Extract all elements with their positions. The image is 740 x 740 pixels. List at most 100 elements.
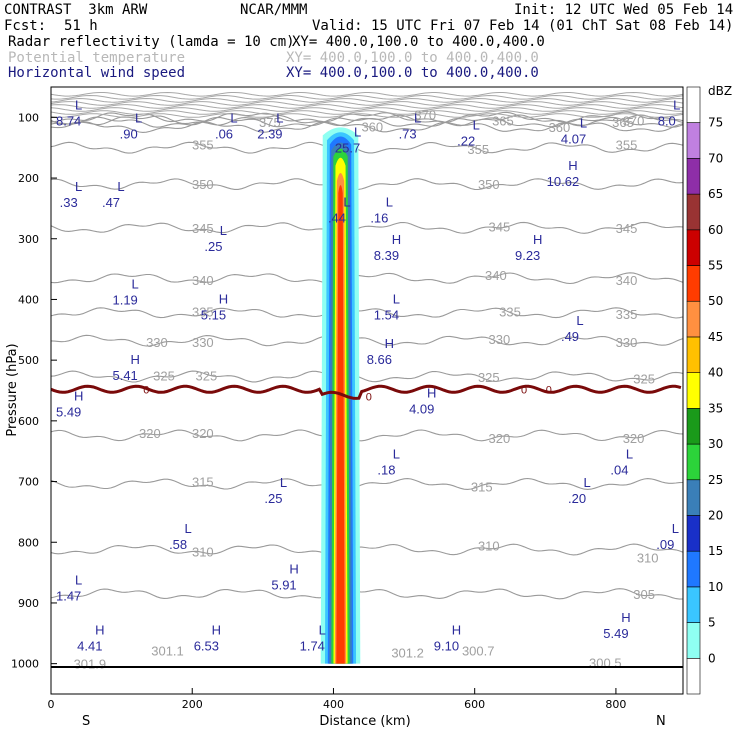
wind-extremum-type: H — [385, 336, 394, 351]
theta-label: 310 — [478, 538, 500, 553]
wind-extremum-value: .22 — [457, 133, 475, 148]
theta-line-upper — [51, 97, 683, 103]
wind-extremum-type: H — [130, 352, 139, 367]
colorbar-bin — [686, 158, 701, 195]
colorbar-bin — [686, 336, 701, 373]
field-reflectivity-xy: XY= 400.0,100.0 to 400.0,400.0 — [292, 34, 545, 50]
colorbar-label: 70 — [708, 151, 723, 165]
wind-extremum-type: L — [576, 313, 583, 328]
colorbar-label: 75 — [708, 116, 723, 130]
theta-line-340 — [51, 272, 683, 285]
theta-label: 340 — [616, 273, 638, 288]
colorbar-label: 65 — [708, 187, 723, 201]
theta-line-345 — [51, 221, 683, 234]
fcst-label: Fcst: — [4, 18, 47, 34]
wind-extremum-value: 1.74 — [300, 638, 325, 653]
wind-extremum-value: 1.47 — [56, 589, 81, 604]
theta-label: 315 — [471, 479, 493, 494]
y-tick-label: 100 — [18, 111, 39, 124]
colorbar-bin — [686, 479, 701, 516]
wind-extremum-type: H — [392, 232, 401, 247]
colorbar-bin — [686, 265, 701, 302]
y-tick-label: 800 — [18, 536, 39, 549]
colorbar-bin — [686, 515, 701, 552]
colorbar-label: 25 — [708, 473, 723, 487]
wind-extremum-type: L — [473, 117, 480, 132]
theta-label: 345 — [192, 221, 214, 236]
x-tick-label: 800 — [605, 698, 626, 711]
wind-extremum-value: 2.39 — [257, 127, 282, 142]
theta-line-360 — [51, 121, 683, 133]
colorbar-bin — [686, 657, 701, 695]
init-time: Init: 12 UTC Wed 05 Feb 14 — [514, 2, 734, 18]
wind-extremum-value: .73 — [399, 127, 417, 142]
theta-line-325 — [51, 370, 683, 383]
wind-extremum-value: .16 — [370, 210, 388, 225]
wind-extremum-type: H — [533, 232, 542, 247]
theta-line-upper — [51, 113, 683, 118]
colorbar-label: 35 — [708, 401, 723, 415]
wind-extremum-type: L — [393, 292, 400, 307]
theta-line-upper — [51, 91, 683, 97]
colorbar-unit: dBZ — [708, 84, 732, 98]
wind-extremum-type: H — [621, 610, 630, 625]
theta-label: 335 — [192, 305, 214, 320]
theta-label: 320 — [192, 426, 214, 441]
theta-line-365 — [51, 116, 683, 128]
theta-line-upper — [51, 94, 683, 100]
wind-extremum-value: 1.19 — [112, 292, 137, 307]
theta-label: 335 — [499, 305, 521, 320]
valid-time: Valid: 15 UTC Fri 07 Feb 14 (01 ChT Sat … — [312, 18, 734, 34]
axes: 100 200 300 400 500 600 700 800 900 1000 0 200 400 60… — [11, 111, 626, 711]
colorbar-bin — [686, 586, 701, 623]
colorbar-bin — [686, 229, 701, 266]
reflectivity-55dbz — [336, 185, 345, 664]
wind-extremum-value: 4.09 — [409, 402, 434, 417]
colorbar-label: 55 — [708, 259, 723, 273]
theta-label: 330 — [616, 335, 638, 350]
theta-label: 340 — [485, 268, 507, 283]
theta-label: 325 — [196, 368, 218, 383]
wind-extremum-value: .49 — [561, 329, 579, 344]
wind-extremum-value: 8.0 — [658, 113, 676, 128]
theta-label: 315 — [192, 475, 214, 490]
colorbar-bin — [686, 550, 701, 588]
reflectivity-column — [320, 127, 361, 664]
y-tick-label: 500 — [18, 354, 39, 367]
model-title: CONTRAST 3km ARW — [4, 2, 148, 18]
field-wind-xy: XY= 400.0,100.0 to 400.0,400.0 — [286, 65, 539, 81]
field-reflectivity-name: Radar reflectivity (lamda = 10 cm) — [8, 34, 295, 50]
wind-extremum-value: .58 — [169, 537, 187, 552]
wind-extremum-type: H — [212, 622, 221, 637]
wind-extremum-value: 9.10 — [434, 638, 459, 653]
wind-extremum-value: .20 — [568, 491, 586, 506]
colorbar-label: 10 — [708, 580, 723, 594]
wind-extremum-value: .25 — [204, 239, 222, 254]
wind-extremum-value: 5.41 — [112, 368, 137, 383]
theta-label: 355 — [467, 142, 489, 157]
wind-extremum-type: L — [280, 475, 287, 490]
wind-extremum-value: 8.39 — [374, 248, 399, 263]
theta-contour-lines — [51, 91, 683, 600]
y-tick-label: 700 — [18, 476, 39, 489]
theta-label: 301.9 — [74, 657, 107, 672]
theta-label: 320 — [139, 426, 161, 441]
theta-label: 325 — [153, 368, 175, 383]
wind-extremum-type: L — [580, 115, 587, 130]
wind-extremum-value: 9.23 — [515, 248, 540, 263]
wind-extremum-type: L — [583, 475, 590, 490]
theta-label: 320 — [623, 431, 645, 446]
theta-label: 325 — [478, 370, 500, 385]
wind-extremum-value: .90 — [120, 127, 138, 142]
theta-label: 355 — [616, 138, 638, 153]
theta-label: 370 — [623, 113, 645, 128]
wind-extremum-value: .44 — [328, 210, 346, 225]
colorbar-label: 15 — [708, 544, 723, 558]
colorbar-bin — [686, 443, 701, 481]
theta-label: 340 — [192, 273, 214, 288]
y-tick-label: 400 — [18, 293, 39, 306]
field-theta-name: Potential temperature — [8, 50, 186, 66]
theta-line-355 — [51, 141, 683, 154]
wind-extremum-type: H — [219, 292, 228, 307]
